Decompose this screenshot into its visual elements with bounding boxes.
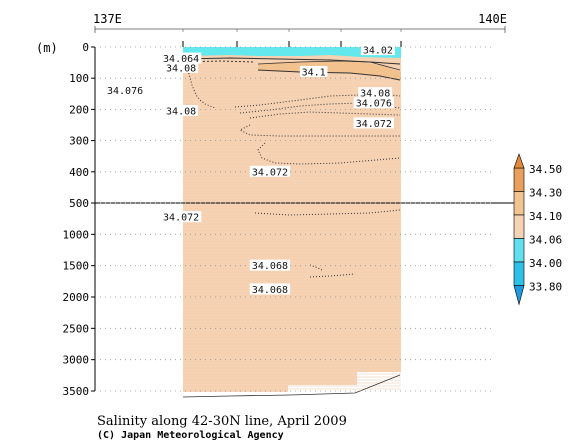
contour-label: 34.068: [249, 283, 291, 296]
credit-text: (C) Japan Meteorological Agency: [97, 429, 284, 441]
colorbar-segment: [513, 214, 525, 239]
contour-label: 34.1: [299, 65, 328, 78]
contour-label-text: 34.072: [252, 167, 288, 178]
y-tick-label: 1500: [63, 260, 90, 273]
axes-layer: 137E 140E 0 100 200 300 400 500 1000 1500 2000 2500…: [63, 12, 522, 398]
contour-label-bg: [249, 283, 291, 295]
contour-label-bg: [104, 84, 146, 96]
colorbar-segment: [513, 238, 525, 263]
contour-label-text: 34.068: [252, 261, 288, 272]
contour-label-text: 34.08: [360, 89, 390, 100]
y-tick-label: 3000: [63, 354, 90, 367]
contour-label-bg: [360, 44, 395, 56]
contour-label-bg: [164, 104, 199, 116]
colorbar-segment: [513, 261, 525, 286]
contour-line: [187, 69, 216, 109]
chart-title: Salinity along 42-30N line, April 2009: [97, 414, 347, 429]
x-tick-label: 137E: [93, 12, 122, 26]
y-tick-label: 200: [69, 103, 89, 116]
contour-label-bg: [160, 52, 202, 64]
contour-label-text: 34.076: [356, 99, 392, 110]
contour-label-text: 34.076: [107, 86, 143, 97]
colorbar-segment: [513, 191, 525, 216]
y-tick-label: 500: [69, 197, 89, 210]
contour-label-text: 34.1: [302, 67, 326, 78]
colorbar-level-label: 34.10: [529, 210, 562, 223]
salinity-fill-main: [183, 47, 401, 392]
contour-line: [257, 60, 401, 71]
colorbar-segment: [513, 167, 525, 192]
contour-label-bg: [299, 65, 328, 77]
y-tick-label: 300: [69, 135, 89, 148]
contour-label-text: 34.064: [163, 54, 199, 65]
y-tick-label: 100: [69, 72, 89, 85]
y-axis-unit-label: (m): [36, 41, 58, 55]
contour-label-bg: [164, 61, 199, 73]
contour-label: 34.064: [160, 52, 202, 65]
colorbar-level-label: 33.80: [529, 281, 562, 294]
colorbar-level-label: 34.30: [529, 187, 562, 200]
contour-label: 34.068: [249, 259, 291, 272]
contour-label: 34.02: [360, 44, 395, 57]
contour-label-bg: [353, 97, 394, 109]
contour-label-text: 34.08: [166, 63, 196, 74]
contour-label: 34.072: [160, 211, 202, 224]
colorbar: 34.50 34.30 34.10 34.06 34.00 33.80: [513, 153, 562, 306]
salinity-fill-high-band: [258, 61, 401, 80]
contour-label-text: 34.02: [363, 46, 393, 57]
contour-line: [254, 209, 401, 216]
y-tick-label: 2500: [63, 322, 90, 335]
contour-label: 34.076: [104, 84, 146, 97]
y-tick-label: 1000: [63, 228, 90, 241]
contour-line: [249, 111, 401, 119]
contour-label: 34.08: [358, 87, 393, 100]
y-tick-label: 2000: [63, 291, 90, 304]
contour-label-text: 34.072: [163, 213, 199, 224]
y-tick-label: 400: [69, 166, 89, 179]
contour-label: 34.08: [164, 61, 199, 74]
contour-label-text: 34.068: [252, 285, 288, 296]
y-tick-label: 3500: [63, 385, 90, 398]
contour-line: [257, 142, 401, 165]
contour-label: 34.076: [353, 97, 394, 110]
contour-label-text: 34.072: [356, 119, 392, 130]
contour-line: [182, 57, 401, 65]
contour-line: [182, 374, 401, 398]
colorbar-bottom-arrow: [513, 285, 525, 306]
contour-label-bg: [249, 259, 291, 271]
contour-label-text: 34.08: [166, 106, 196, 117]
contour-label-bg: [358, 87, 393, 99]
fill-layer: [183, 47, 401, 392]
contour-line: [238, 124, 400, 137]
contour-label: 34.08: [164, 104, 199, 117]
colorbar-level-label: 34.00: [529, 257, 562, 270]
contour-line: [239, 102, 401, 114]
contour-label: 34.072: [249, 165, 291, 178]
colorbar-level-label: 34.50: [529, 163, 562, 176]
y-tick-label: 0: [82, 41, 89, 54]
contour-label: 34.072: [353, 117, 394, 130]
colorbar-level-label: 34.06: [529, 234, 562, 247]
contour-label-bg: [353, 117, 394, 129]
contour-label-bg: [249, 165, 291, 177]
salinity-fill-surface: [183, 47, 401, 58]
colorbar-top-arrow: [513, 153, 525, 169]
contour-label-bg: [160, 211, 202, 223]
x-tick-label: 140E: [478, 12, 507, 26]
contour-line: [257, 69, 401, 81]
contour-line: [309, 273, 356, 278]
